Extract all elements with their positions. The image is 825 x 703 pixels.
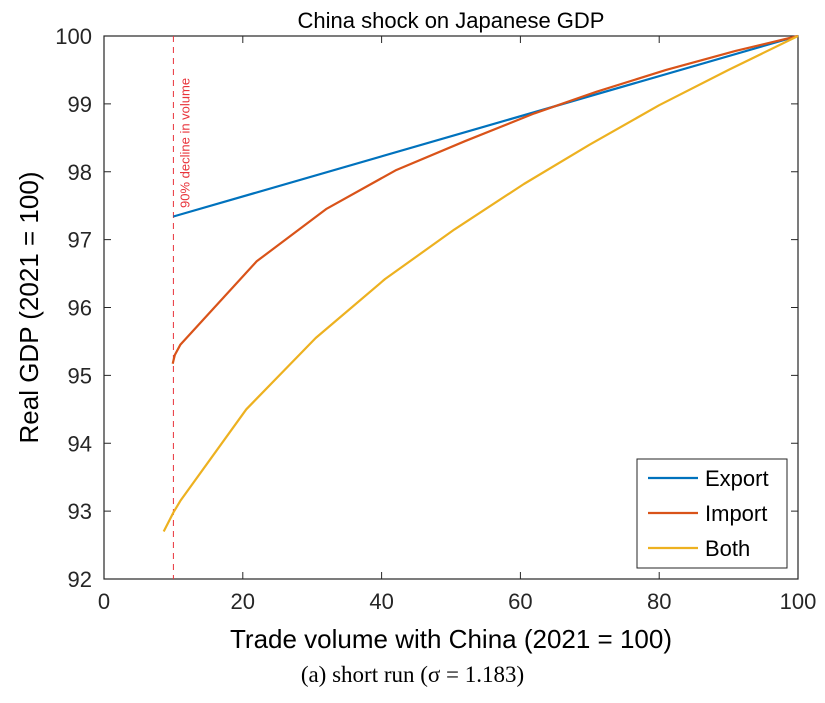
series-line-import [171,34,799,365]
y-tick-label: 99 [68,92,92,117]
legend: Export Import Both [636,458,788,569]
y-tick-label: 95 [68,363,92,388]
y-axis-label: Real GDP (2021 = 100) [14,172,44,444]
series-line-both [162,35,799,533]
series-group [162,34,799,533]
line-chart: China shock on Japanese GDP Real GDP (20… [14,8,816,654]
x-tick-label: 40 [369,589,393,614]
legend-label-both: Both [705,536,750,561]
x-tick-label: 80 [647,589,671,614]
y-tick-label: 94 [68,431,92,456]
y-tick-label: 100 [55,24,92,49]
y-tick-label: 92 [68,567,92,592]
y-tick-label: 93 [68,499,92,524]
x-tick-label: 20 [231,589,255,614]
x-tick-label: 100 [780,589,817,614]
y-tick-label: 96 [68,296,92,321]
x-axis-label: Trade volume with China (2021 = 100) [230,624,672,654]
x-tick-label: 0 [98,589,110,614]
x-tick-label: 60 [508,589,532,614]
annotation-label: 90% decline in volume [177,78,192,208]
legend-label-import: Import [705,501,767,526]
series-line-export [173,34,799,218]
chart-title: China shock on Japanese GDP [298,8,605,33]
y-tick-label: 98 [68,160,92,185]
legend-label-export: Export [705,466,769,491]
figure-caption: (a) short run (σ = 1.183) [300,662,525,687]
axis-ticks: 0 20 40 60 80 100 92 93 94 95 96 97 98 99 100 [55,24,816,614]
y-tick-label: 97 [68,228,92,253]
